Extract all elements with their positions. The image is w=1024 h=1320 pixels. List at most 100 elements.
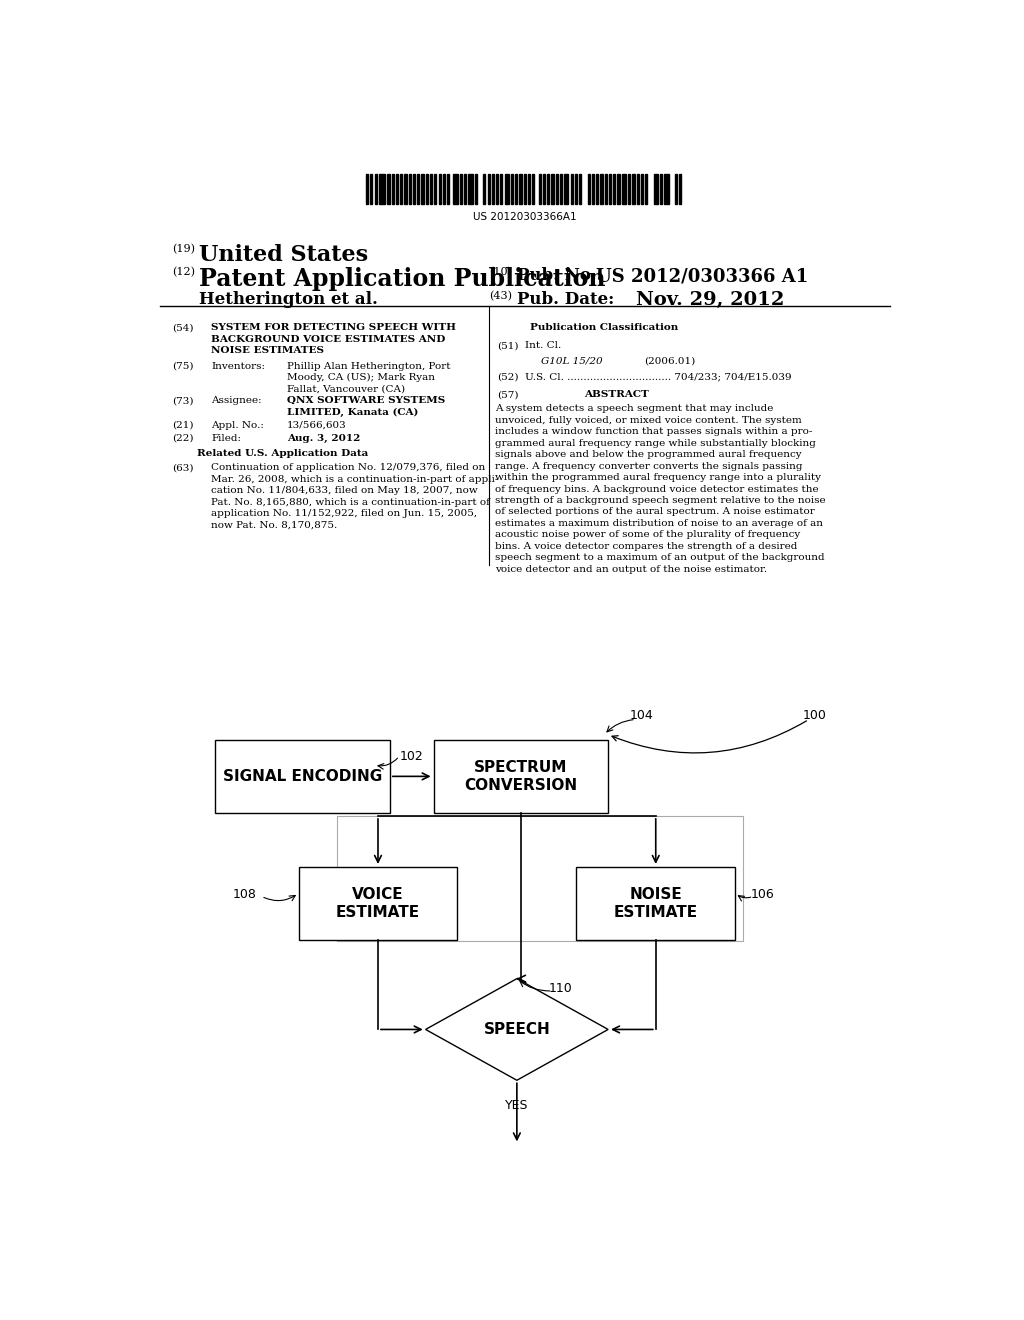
Bar — [483, 174, 485, 205]
Text: (21): (21) — [172, 421, 194, 429]
Bar — [552, 174, 554, 205]
Bar — [628, 174, 630, 205]
Bar — [404, 174, 407, 205]
Bar — [519, 174, 521, 205]
Text: SPEECH: SPEECH — [483, 1022, 550, 1038]
Bar — [299, 867, 458, 940]
Text: (19): (19) — [172, 244, 195, 253]
Bar — [409, 174, 411, 205]
Bar — [337, 816, 743, 941]
Text: 100: 100 — [803, 709, 826, 722]
Text: US 2012/0303366 A1: US 2012/0303366 A1 — [596, 267, 809, 285]
Bar — [574, 174, 577, 205]
Bar — [391, 174, 394, 205]
Bar — [523, 174, 526, 205]
Bar — [433, 739, 608, 813]
Bar — [434, 174, 436, 205]
Text: 102: 102 — [399, 750, 423, 763]
Bar — [617, 174, 620, 205]
Text: US 20120303366A1: US 20120303366A1 — [473, 213, 577, 222]
Text: 13/566,603: 13/566,603 — [287, 421, 346, 429]
Text: United States: United States — [200, 244, 369, 265]
Text: (75): (75) — [172, 362, 194, 371]
Bar — [645, 174, 647, 205]
Bar — [400, 174, 402, 205]
Bar — [487, 174, 489, 205]
Text: (22): (22) — [172, 434, 194, 442]
Bar — [492, 174, 494, 205]
Text: Inventors:: Inventors: — [211, 362, 265, 371]
Text: (10): (10) — [489, 267, 512, 277]
Bar — [580, 174, 582, 205]
Bar — [468, 174, 473, 205]
Bar — [588, 174, 590, 205]
Bar — [560, 174, 562, 205]
Bar — [564, 174, 568, 205]
Bar — [547, 174, 549, 205]
Text: 110: 110 — [549, 982, 572, 995]
Bar — [430, 174, 432, 205]
Text: 106: 106 — [751, 888, 775, 900]
Bar — [592, 174, 594, 205]
Bar — [371, 174, 373, 205]
Bar — [528, 174, 530, 205]
Bar — [539, 174, 541, 205]
Text: Filed:: Filed: — [211, 434, 242, 442]
Bar — [622, 174, 626, 205]
Bar — [215, 739, 390, 813]
Text: Hetherington et al.: Hetherington et al. — [200, 290, 378, 308]
Text: YES: YES — [505, 1100, 528, 1113]
Bar — [379, 174, 385, 205]
Text: (63): (63) — [172, 463, 194, 473]
Bar — [501, 174, 503, 205]
Bar — [396, 174, 398, 205]
Bar — [675, 174, 677, 205]
Bar — [438, 174, 440, 205]
Text: Related U.S. Application Data: Related U.S. Application Data — [198, 449, 369, 458]
Text: (51): (51) — [497, 342, 518, 350]
Bar — [633, 174, 635, 205]
Bar — [496, 174, 498, 205]
Bar — [653, 174, 658, 205]
Bar — [613, 174, 615, 205]
Bar — [570, 174, 572, 205]
Bar — [387, 174, 389, 205]
Text: Pub. No.:: Pub. No.: — [517, 267, 602, 284]
Bar — [543, 174, 545, 205]
Bar — [475, 174, 477, 205]
Bar — [417, 174, 420, 205]
Text: NOISE
ESTIMATE: NOISE ESTIMATE — [613, 887, 697, 920]
Bar — [556, 174, 558, 205]
Bar — [505, 174, 509, 205]
Bar — [660, 174, 663, 205]
Bar — [596, 174, 598, 205]
Text: Nov. 29, 2012: Nov. 29, 2012 — [636, 290, 784, 309]
Text: SPECTRUM
CONVERSION: SPECTRUM CONVERSION — [464, 759, 578, 793]
Text: Continuation of application No. 12/079,376, filed on
Mar. 26, 2008, which is a c: Continuation of application No. 12/079,3… — [211, 463, 499, 529]
Text: VOICE
ESTIMATE: VOICE ESTIMATE — [336, 887, 420, 920]
Bar — [375, 174, 377, 205]
Bar — [460, 174, 462, 205]
Text: (43): (43) — [489, 290, 512, 301]
Text: 104: 104 — [630, 709, 653, 722]
Bar — [426, 174, 428, 205]
Bar — [454, 174, 458, 205]
Text: G10L 15/20: G10L 15/20 — [541, 356, 602, 366]
Bar — [609, 174, 611, 205]
Text: SYSTEM FOR DETECTING SPEECH WITH
BACKGROUND VOICE ESTIMATES AND
NOISE ESTIMATES: SYSTEM FOR DETECTING SPEECH WITH BACKGRO… — [211, 323, 457, 355]
Text: (57): (57) — [497, 391, 518, 399]
Text: Patent Application Publication: Patent Application Publication — [200, 267, 606, 292]
Bar — [515, 174, 517, 205]
Bar — [422, 174, 424, 205]
Bar — [679, 174, 681, 205]
Text: ABSTRACT: ABSTRACT — [584, 391, 648, 399]
Bar — [641, 174, 643, 205]
Bar — [600, 174, 602, 205]
Text: SIGNAL ENCODING: SIGNAL ENCODING — [223, 768, 382, 784]
Bar — [532, 174, 535, 205]
Text: Appl. No.:: Appl. No.: — [211, 421, 264, 429]
Text: QNX SOFTWARE SYSTEMS
LIMITED, Kanata (CA): QNX SOFTWARE SYSTEMS LIMITED, Kanata (CA… — [287, 396, 445, 417]
Bar — [637, 174, 639, 205]
Text: (73): (73) — [172, 396, 194, 405]
Text: (54): (54) — [172, 323, 194, 333]
